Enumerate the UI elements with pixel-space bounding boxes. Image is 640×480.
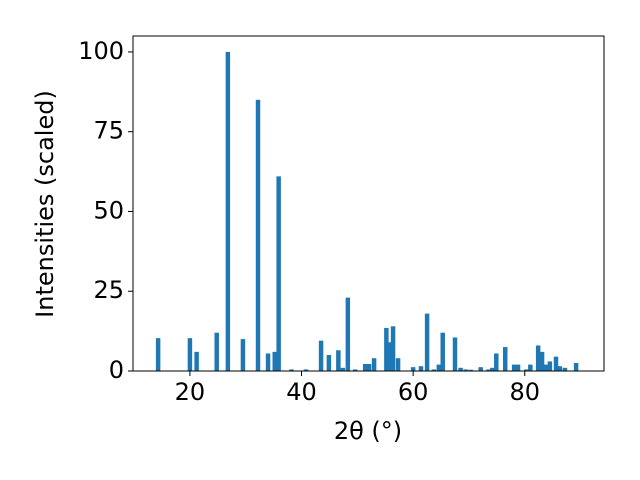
y-tick-label: 100 [78, 37, 124, 65]
bar [543, 364, 549, 371]
x-tick-label: 60 [398, 378, 429, 406]
bar [272, 351, 277, 371]
y-tick-label: 50 [93, 196, 124, 224]
bar [384, 327, 389, 371]
bar [424, 313, 430, 371]
bar [490, 367, 495, 371]
bar [340, 367, 346, 371]
bar [418, 366, 424, 371]
bar [463, 369, 468, 371]
bar [362, 363, 368, 371]
x-axis-label: 2θ (°) [334, 417, 402, 445]
bar [371, 358, 377, 371]
bar [547, 361, 553, 371]
bar [187, 338, 193, 371]
bar [318, 340, 324, 371]
bar [553, 356, 559, 371]
bar [326, 355, 332, 371]
bar [452, 337, 458, 371]
bar [478, 367, 483, 371]
bar [225, 51, 231, 371]
bar [539, 351, 545, 371]
bar [557, 366, 563, 371]
bar [352, 369, 358, 371]
bar [573, 363, 579, 371]
bar [276, 176, 281, 371]
bar [458, 367, 463, 371]
x-tick-label: 40 [286, 378, 317, 406]
y-tick-label: 0 [109, 356, 124, 384]
bar [336, 350, 341, 371]
bar [390, 326, 396, 371]
bar [535, 345, 541, 371]
bar [524, 369, 529, 371]
bar [562, 367, 568, 371]
bar [289, 369, 294, 371]
bar [395, 358, 401, 371]
bar [528, 364, 533, 371]
bar [155, 338, 161, 371]
bar [366, 363, 372, 371]
bar [265, 353, 271, 371]
bar [255, 99, 261, 372]
bar [494, 353, 499, 371]
bar [511, 364, 517, 371]
bar [436, 364, 442, 371]
bar [386, 342, 392, 371]
bar [431, 369, 437, 371]
y-tick-label: 75 [93, 117, 124, 145]
bar [440, 332, 445, 371]
bar [468, 369, 473, 371]
x-tick-label: 20 [175, 378, 206, 406]
bar [502, 347, 508, 371]
y-tick-label: 25 [93, 276, 124, 304]
bar [515, 364, 521, 371]
plot-frame [132, 35, 605, 372]
bar [345, 297, 351, 371]
x-tick-label: 80 [509, 378, 540, 406]
bar [486, 369, 491, 371]
bar [303, 369, 309, 371]
y-axis-label: Intensities (scaled) [31, 90, 59, 318]
bar [410, 367, 416, 371]
bar [214, 332, 219, 371]
bar [194, 351, 199, 371]
bar [240, 339, 246, 371]
